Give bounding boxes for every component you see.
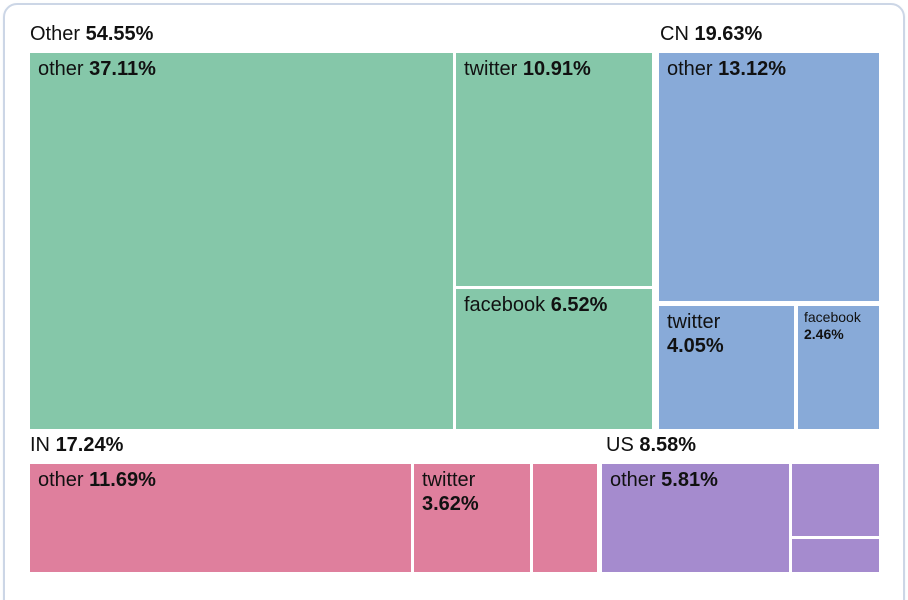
group-name: CN	[660, 23, 689, 45]
cell-name: facebook	[804, 309, 861, 325]
group-name: IN	[30, 434, 50, 456]
cell-other-twitter[interactable]: twitter 10.91%	[456, 53, 652, 286]
group-label-cn: CN 19.63%	[660, 23, 762, 45]
cell-cn-other[interactable]: other 13.12%	[659, 53, 879, 301]
group-pct: 54.55%	[85, 23, 154, 45]
cell-name: other	[667, 58, 713, 80]
group-label-in: IN 17.24%	[30, 434, 123, 456]
cell-name: twitter	[464, 58, 518, 80]
cell-pct: 2.46%	[804, 326, 844, 342]
cell-name: twitter	[422, 469, 476, 491]
cell-us-other[interactable]: other 5.81%	[602, 464, 789, 572]
cell-other-facebook[interactable]: facebook 6.52%	[456, 289, 652, 429]
group-pct: 8.58%	[639, 434, 697, 456]
cell-us-unlabeled-top[interactable]	[792, 464, 879, 536]
cell-name: other	[38, 469, 84, 491]
group-pct: 19.63%	[694, 23, 763, 45]
cell-pct: 11.69%	[89, 469, 156, 491]
cell-us-unlabeled-bottom[interactable]	[792, 539, 879, 572]
cell-pct: 37.11%	[89, 58, 156, 80]
cell-name: twitter	[667, 311, 721, 333]
cell-cn-facebook[interactable]: facebook 2.46%	[798, 306, 879, 429]
cell-pct: 3.62%	[422, 493, 479, 515]
cell-name: facebook	[464, 294, 546, 316]
group-name: Other	[30, 23, 81, 45]
cell-cn-twitter[interactable]: twitter 4.05%	[659, 306, 794, 429]
cell-other-other[interactable]: other 37.11%	[30, 53, 453, 429]
cell-in-other[interactable]: other 11.69%	[30, 464, 411, 572]
cell-pct: 4.05%	[667, 335, 724, 357]
cell-name: other	[38, 58, 84, 80]
cell-name: other	[610, 469, 656, 491]
group-label-other: Other 54.55%	[30, 23, 153, 45]
cell-in-twitter[interactable]: twitter 3.62%	[414, 464, 530, 572]
cell-pct: 10.91%	[522, 58, 591, 80]
cell-pct: 13.12%	[718, 58, 786, 80]
group-label-us: US 8.58%	[606, 434, 696, 456]
cell-pct: 6.52%	[550, 294, 608, 316]
group-name: US	[606, 434, 634, 456]
group-pct: 17.24%	[55, 434, 124, 456]
cell-in-unlabeled[interactable]	[533, 464, 597, 572]
cell-pct: 5.81%	[661, 469, 718, 491]
